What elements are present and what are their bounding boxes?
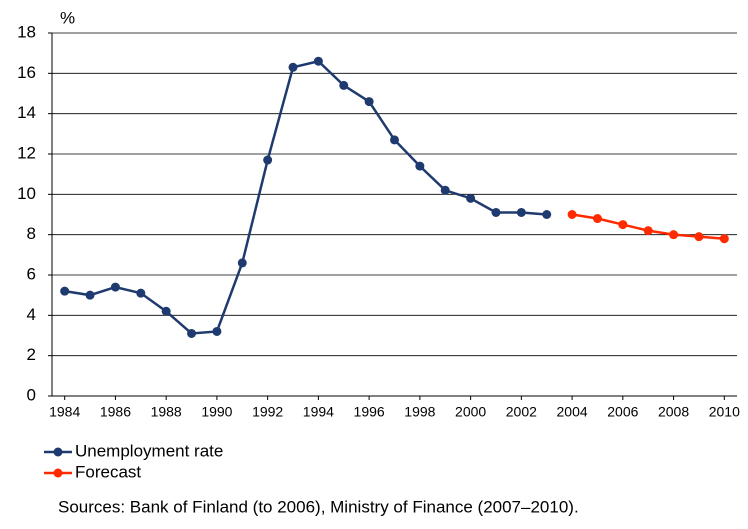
data-point — [415, 161, 425, 171]
legend-label: Forecast — [75, 462, 141, 481]
data-point — [390, 135, 399, 145]
x-tick-label: 1986 — [100, 404, 131, 420]
y-tick-label: 0 — [27, 385, 36, 404]
data-point — [237, 258, 247, 268]
y-tick-label: 16 — [17, 63, 36, 82]
y-unit: % — [60, 8, 75, 27]
x-tick-label: 2008 — [658, 404, 689, 420]
data-point — [288, 62, 298, 72]
x-tick-label: 1990 — [201, 404, 232, 420]
y-tick-label: 4 — [27, 305, 36, 324]
y-tick-label: 12 — [17, 143, 36, 162]
data-point — [516, 207, 526, 217]
data-point — [669, 230, 679, 240]
legend-marker — [53, 447, 63, 457]
data-point — [466, 193, 476, 203]
data-point — [694, 232, 704, 242]
data-point — [364, 97, 374, 107]
source-note: Sources: Bank of Finland (to 2006), Mini… — [58, 497, 579, 516]
data-point — [719, 234, 729, 244]
data-point — [136, 288, 146, 298]
x-tick-label: 2010 — [709, 404, 740, 420]
x-tick-label: 1994 — [303, 404, 334, 420]
data-point — [592, 214, 602, 224]
data-point — [85, 290, 95, 300]
data-point — [567, 210, 577, 219]
data-point — [187, 328, 197, 338]
data-point — [643, 226, 653, 236]
data-point — [440, 185, 450, 195]
data-point — [491, 207, 501, 217]
data-point — [110, 282, 120, 292]
data-point — [212, 326, 222, 336]
x-tick-label: 1996 — [354, 404, 385, 420]
y-tick-label: 6 — [27, 264, 36, 283]
data-point — [313, 56, 323, 66]
y-tick-label: 2 — [27, 345, 36, 364]
x-tick-label: 1984 — [49, 404, 80, 420]
x-tick-label: 1992 — [252, 404, 283, 420]
data-point — [60, 286, 70, 296]
x-tick-label: 1988 — [151, 404, 182, 420]
y-tick-label: 18 — [17, 22, 36, 41]
y-tick-label: 8 — [27, 224, 36, 243]
legend-label: Unemployment rate — [75, 441, 223, 460]
x-tick-label: 2004 — [557, 404, 588, 420]
y-tick-label: 14 — [17, 103, 36, 122]
data-point — [542, 210, 552, 219]
data-point — [161, 306, 171, 316]
data-point — [263, 155, 273, 165]
x-tick-label: 2006 — [607, 404, 638, 420]
legend-marker — [53, 468, 63, 478]
x-tick-label: 2000 — [455, 404, 486, 420]
data-point — [339, 80, 349, 90]
x-tick-label: 1998 — [404, 404, 435, 420]
y-tick-label: 10 — [17, 184, 36, 203]
data-point — [618, 220, 628, 230]
x-tick-label: 2002 — [506, 404, 537, 420]
